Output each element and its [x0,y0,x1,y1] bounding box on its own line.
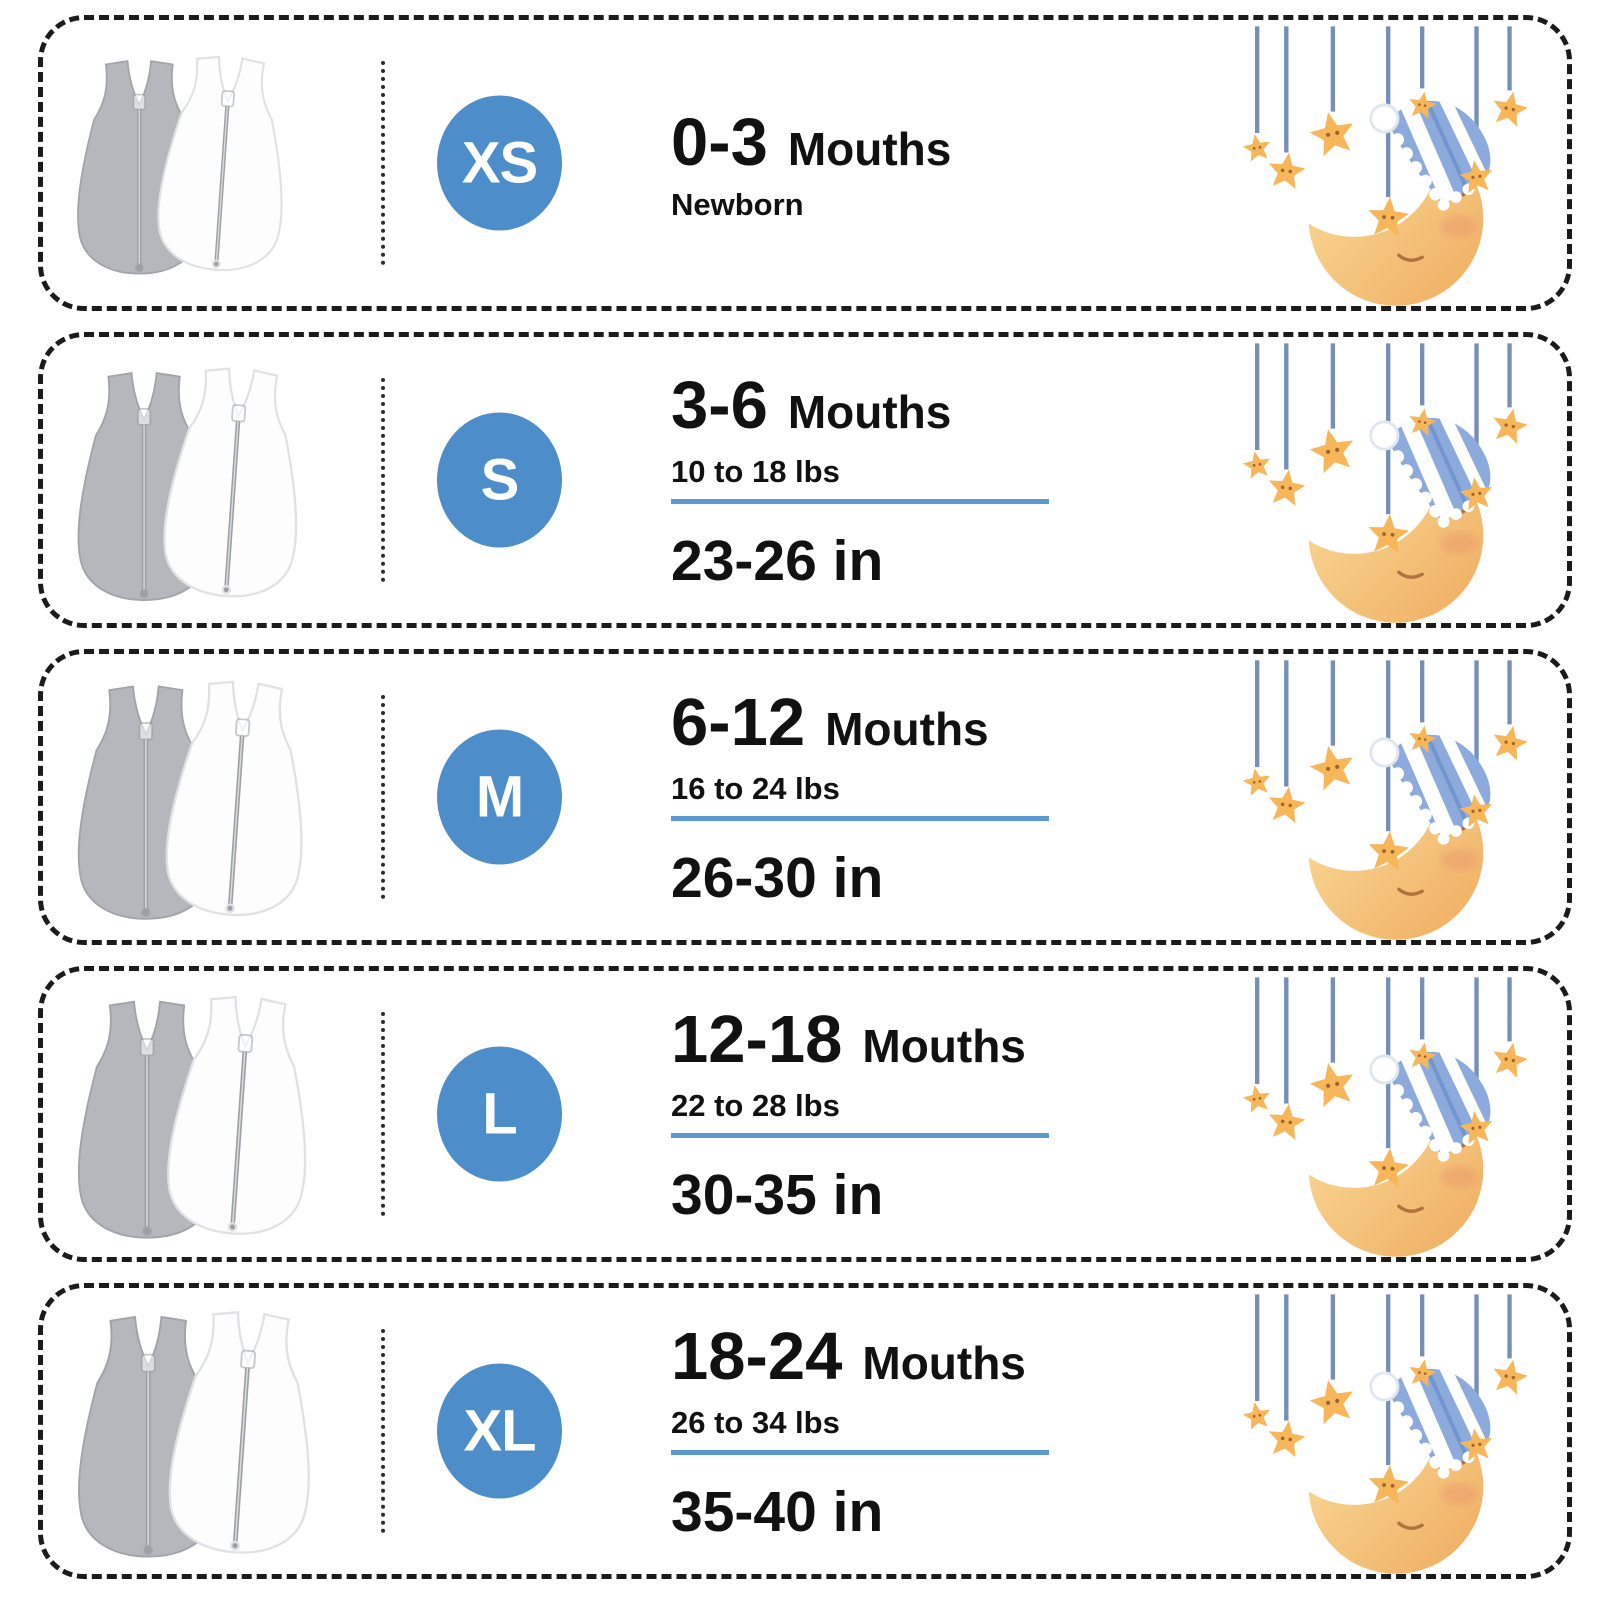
height-range: 26-30 in [671,845,884,910]
age-subtitle: Newborn [671,186,804,222]
height-range: 35-40 in [671,1479,884,1544]
size-info: 18-24 Mouths 26 to 34 lbs 35-40 in [671,1288,1049,1574]
weight-range: 10 to 18 lbs [671,453,840,489]
size-badge-label: M [475,764,524,830]
blue-underline [671,498,1049,504]
age-unit: Mouths [825,702,989,755]
sleep-sack-pair-icon [69,670,340,928]
age-range: 0-3 [671,104,768,180]
dotted-divider [381,61,385,265]
age-range: 18-24 [671,1318,843,1394]
size-badge-m: M [437,729,562,865]
size-info: 6-12 Mouths 16 to 24 lbs 26-30 in [671,654,1049,940]
moon-stars-mobile-icon [1197,973,1527,1263]
sleep-sack-pair-icon [69,985,344,1247]
size-info: 0-3 Mouths Newborn [671,20,951,306]
weight-range: 16 to 24 lbs [671,770,840,806]
moon-stars-mobile-icon [1197,339,1527,629]
age-line: 18-24 Mouths [671,1318,1049,1395]
age-unit: Mouths [862,1019,1026,1072]
age-unit: Mouths [787,385,952,438]
size-badge-label: S [480,447,520,513]
moon-stars-mobile-icon [1197,22,1527,312]
size-row-s: S 3-6 Mouths 10 to 18 lbs 23-26 in [38,332,1572,628]
size-badge-xl: XL [437,1363,562,1499]
size-info: 12-18 Mouths 22 to 28 lbs 30-35 in [671,971,1049,1257]
moon-stars-mobile-icon [1197,656,1527,946]
height-range: 23-26 in [671,528,884,593]
age-line: 3-6 Mouths [671,367,1049,444]
size-badge-s: S [437,412,562,548]
dotted-divider [381,695,385,899]
size-row-l: L 12-18 Mouths 22 to 28 lbs 30-35 in [38,966,1572,1262]
height-range: 30-35 in [671,1162,884,1227]
dotted-divider [381,1012,385,1216]
age-unit: Mouths [787,122,952,175]
size-badge-label: L [482,1081,517,1147]
sleep-sack-pair-icon [69,46,317,282]
blue-underline [671,1449,1049,1455]
age-range: 6-12 [671,684,806,760]
size-info: 3-6 Mouths 10 to 18 lbs 23-26 in [671,337,1049,623]
age-unit: Mouths [862,1336,1026,1389]
size-badge-xs: XS [437,95,562,231]
blue-underline [671,1132,1049,1138]
age-range: 3-6 [671,367,768,443]
sleep-sack-pair-icon [69,1300,348,1566]
age-range: 12-18 [671,1001,843,1077]
size-badge-label: XL [463,1398,536,1464]
size-badge-label: XS [461,130,538,196]
weight-range: 26 to 34 lbs [671,1404,840,1440]
dotted-divider [381,378,385,582]
age-line: 12-18 Mouths [671,1001,1049,1078]
sleep-sack-pair-icon [69,357,334,609]
size-row-xl: XL 18-24 Mouths 26 to 34 lbs 35-40 in [38,1283,1572,1579]
blue-underline [671,815,1049,821]
dotted-divider [381,1329,385,1533]
age-line: 0-3 Mouths [671,104,951,181]
size-row-xs: XS 0-3 Mouths Newborn [38,15,1572,311]
size-badge-l: L [437,1046,562,1182]
moon-stars-mobile-icon [1197,1290,1527,1580]
weight-range: 22 to 28 lbs [671,1087,840,1123]
size-row-m: M 6-12 Mouths 16 to 24 lbs 26-30 in [38,649,1572,945]
age-line: 6-12 Mouths [671,684,1049,761]
